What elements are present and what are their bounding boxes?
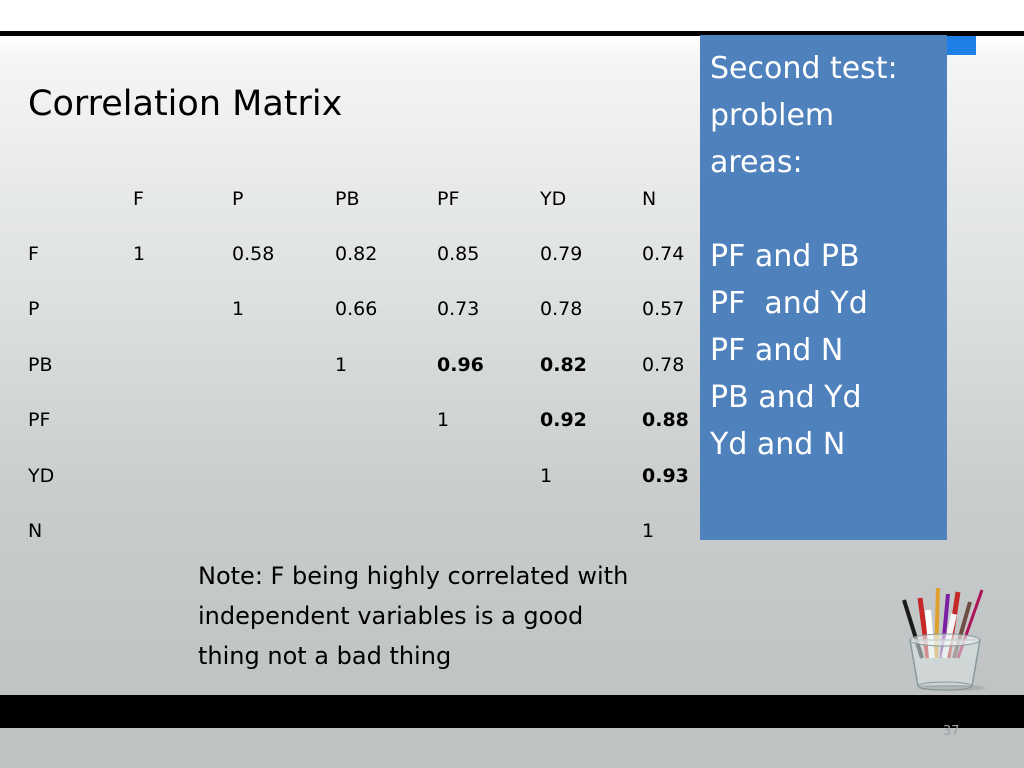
column-header-pf: PF [437,188,460,210]
callout-line: Yd and N [710,427,846,462]
correlation-matrix: F P PB PF YD N F 1 0.58 0.82 0.85 0.79 0.74 P 1 0.66 0.7… [0,0,700,560]
matrix-cell-n-n: 1 [642,520,655,542]
matrix-cell-pb-yd: 0.82 [540,354,587,376]
matrix-cell-pb-n: 0.78 [642,354,685,376]
matrix-cell-p-p: 1 [232,298,245,320]
matrix-cell-yd-yd: 1 [540,465,553,487]
column-header-p: P [232,188,244,210]
callout-line: PF and Yd [710,286,868,321]
callout-line: Second test: [710,51,898,86]
bottom-bar [0,695,1024,728]
column-header-yd: YD [540,188,567,210]
top-rule [0,31,1024,36]
row-label-yd: YD [28,465,55,487]
column-header-n: N [642,188,657,210]
row-label-n: N [28,520,43,542]
matrix-cell-f-pb: 0.82 [335,243,378,265]
callout-spacer [710,186,937,233]
matrix-cell-f-p: 0.58 [232,243,275,265]
callout-line: PB and Yd [710,380,862,415]
matrix-cell-pf-pf: 1 [437,409,450,431]
column-header-f: F [133,188,144,210]
column-header-pb: PB [335,188,360,210]
matrix-cell-pb-pb: 1 [335,354,348,376]
matrix-cell-yd-n: 0.93 [642,465,689,487]
callout-line: PF and N [710,333,844,368]
callout-line: problem [710,98,835,133]
row-label-f: F [28,243,39,265]
matrix-cell-f-yd: 0.79 [540,243,583,265]
matrix-cell-pf-yd: 0.92 [540,409,587,431]
matrix-cell-f-f: 1 [133,243,146,265]
slide-note: Note: F being highly correlated with ind… [198,562,629,670]
matrix-cell-p-n: 0.57 [642,298,685,320]
matrix-cell-f-n: 0.74 [642,243,685,265]
matrix-cell-p-yd: 0.78 [540,298,583,320]
page-number: 37 [943,724,960,739]
pencil-cup-icon [902,587,986,691]
callout-line: areas: [710,145,803,180]
matrix-cell-pb-pf: 0.96 [437,354,484,376]
problem-areas-callout: Second test: problem areas: PF and PB PF an… [700,35,947,540]
row-label-pf: PF [28,409,51,431]
matrix-cell-p-pf: 0.73 [437,298,480,320]
matrix-cell-f-pf: 0.85 [437,243,480,265]
matrix-cell-pf-n: 0.88 [642,409,689,431]
row-label-pb: PB [28,354,53,376]
matrix-cell-p-pb: 0.66 [335,298,378,320]
row-label-p: P [28,298,40,320]
slide-title: Correlation Matrix [28,84,343,124]
callout-line: PF and PB [710,239,860,274]
accent-square [947,36,976,55]
